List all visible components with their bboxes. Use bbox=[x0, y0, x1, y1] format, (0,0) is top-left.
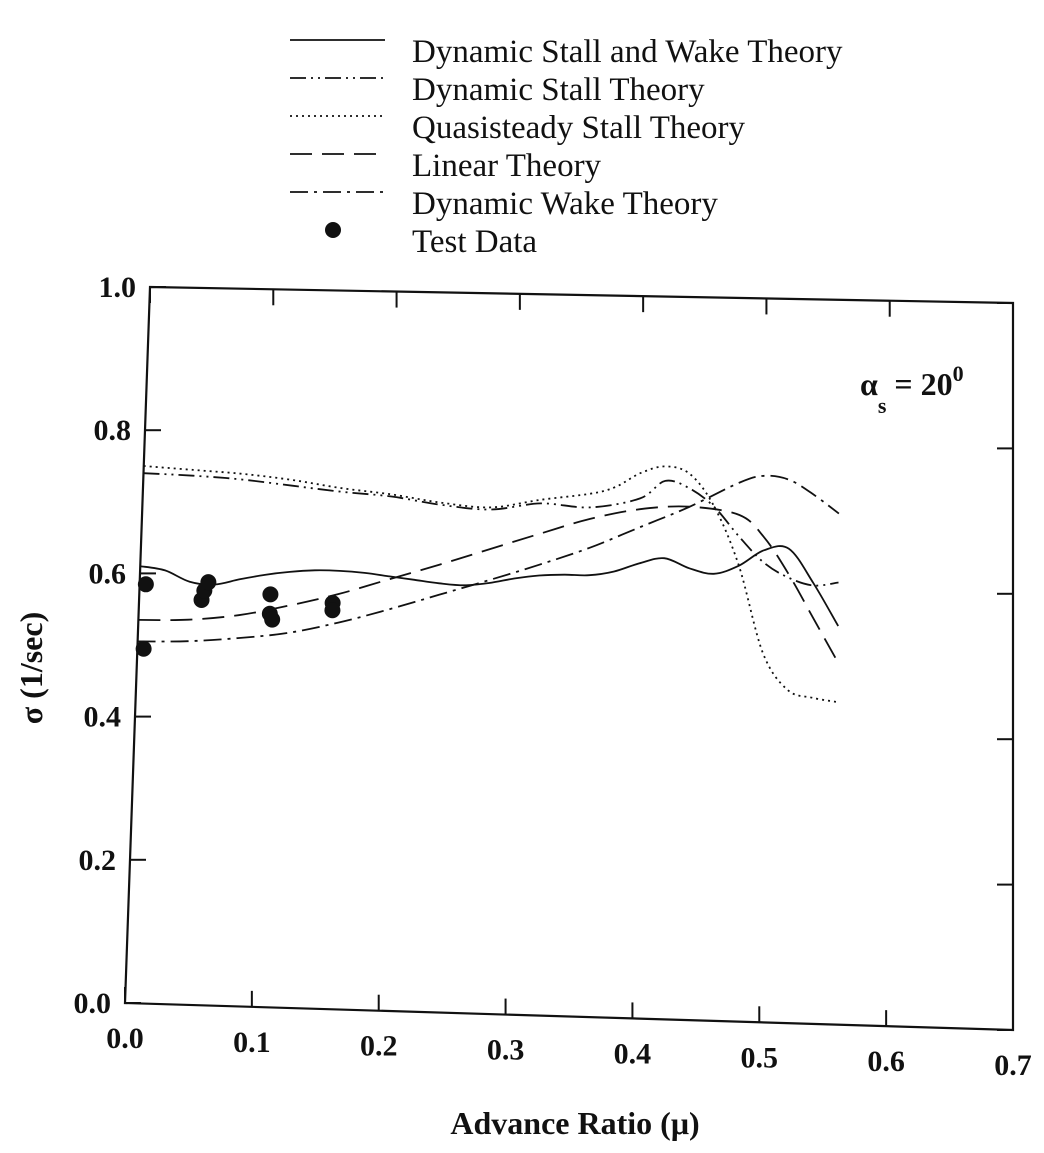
series-line-quasisteady-stall-theory bbox=[143, 465, 838, 703]
annotation-superscript: 0 bbox=[953, 361, 964, 386]
x-tick-label: 0.5 bbox=[741, 1041, 779, 1074]
x-tick-label: 0.6 bbox=[867, 1045, 905, 1078]
alpha-annotation: αs = 200 bbox=[860, 361, 964, 418]
x-tick-label: 0.7 bbox=[994, 1049, 1032, 1082]
annotation-subscript: s bbox=[878, 393, 887, 418]
series-line-dynamic-stall-and-wake-theory bbox=[140, 545, 839, 627]
test-data-point bbox=[200, 574, 217, 591]
y-tick-label: 0.8 bbox=[94, 414, 132, 447]
test-data-point bbox=[264, 611, 281, 628]
series-layer bbox=[137, 465, 840, 703]
test-data-point bbox=[324, 602, 341, 619]
y-tick-label: 0.6 bbox=[89, 557, 127, 590]
x-tick-label: 0.4 bbox=[614, 1037, 652, 1070]
axis-ticks: 0.0 0.1 0.2 0.3 0.4 0.5 0.6 0.7 0.0 0.2 0.4 0.6 0.8 1… bbox=[74, 271, 1032, 1082]
legend-label-linear-theory: Linear Theory bbox=[412, 148, 602, 184]
x-tick-label: 0.3 bbox=[487, 1034, 525, 1067]
test-data-point bbox=[262, 586, 279, 603]
y-tick-label: 0.0 bbox=[74, 987, 112, 1020]
x-axis-title: Advance Ratio (μ) bbox=[450, 1105, 699, 1141]
x-tick-label: 0.1 bbox=[233, 1026, 271, 1059]
x-tick-label: 0.0 bbox=[106, 1022, 144, 1055]
test-data-point bbox=[135, 640, 152, 657]
y-tick-label: 0.2 bbox=[79, 844, 117, 877]
legend-label-quasisteady-stall-theory: Quasisteady Stall Theory bbox=[412, 110, 745, 146]
y-tick-label: 1.0 bbox=[99, 271, 137, 304]
legend-swatch-test-data bbox=[325, 222, 341, 238]
annotation-equals: = 20 bbox=[894, 366, 952, 402]
legend-label-dynamic-wake-theory: Dynamic Wake Theory bbox=[412, 186, 718, 222]
y-axis-title: σ (1/sec) bbox=[13, 612, 49, 724]
x-tick-label: 0.2 bbox=[360, 1030, 398, 1063]
series-line-dynamic-wake-theory bbox=[137, 474, 840, 643]
test-data-points bbox=[135, 574, 341, 657]
legend-label-test-data: Test Data bbox=[412, 224, 537, 260]
annotation-symbol: α bbox=[860, 366, 878, 402]
test-data-point bbox=[137, 576, 154, 593]
legend-label-dynamic-stall-theory: Dynamic Stall Theory bbox=[412, 72, 705, 108]
y-tick-label: 0.4 bbox=[84, 701, 122, 734]
legend-label-dynamic-stall-and-wake-theory: Dynamic Stall and Wake Theory bbox=[412, 34, 843, 70]
series-line-dynamic-stall-theory bbox=[143, 472, 839, 587]
